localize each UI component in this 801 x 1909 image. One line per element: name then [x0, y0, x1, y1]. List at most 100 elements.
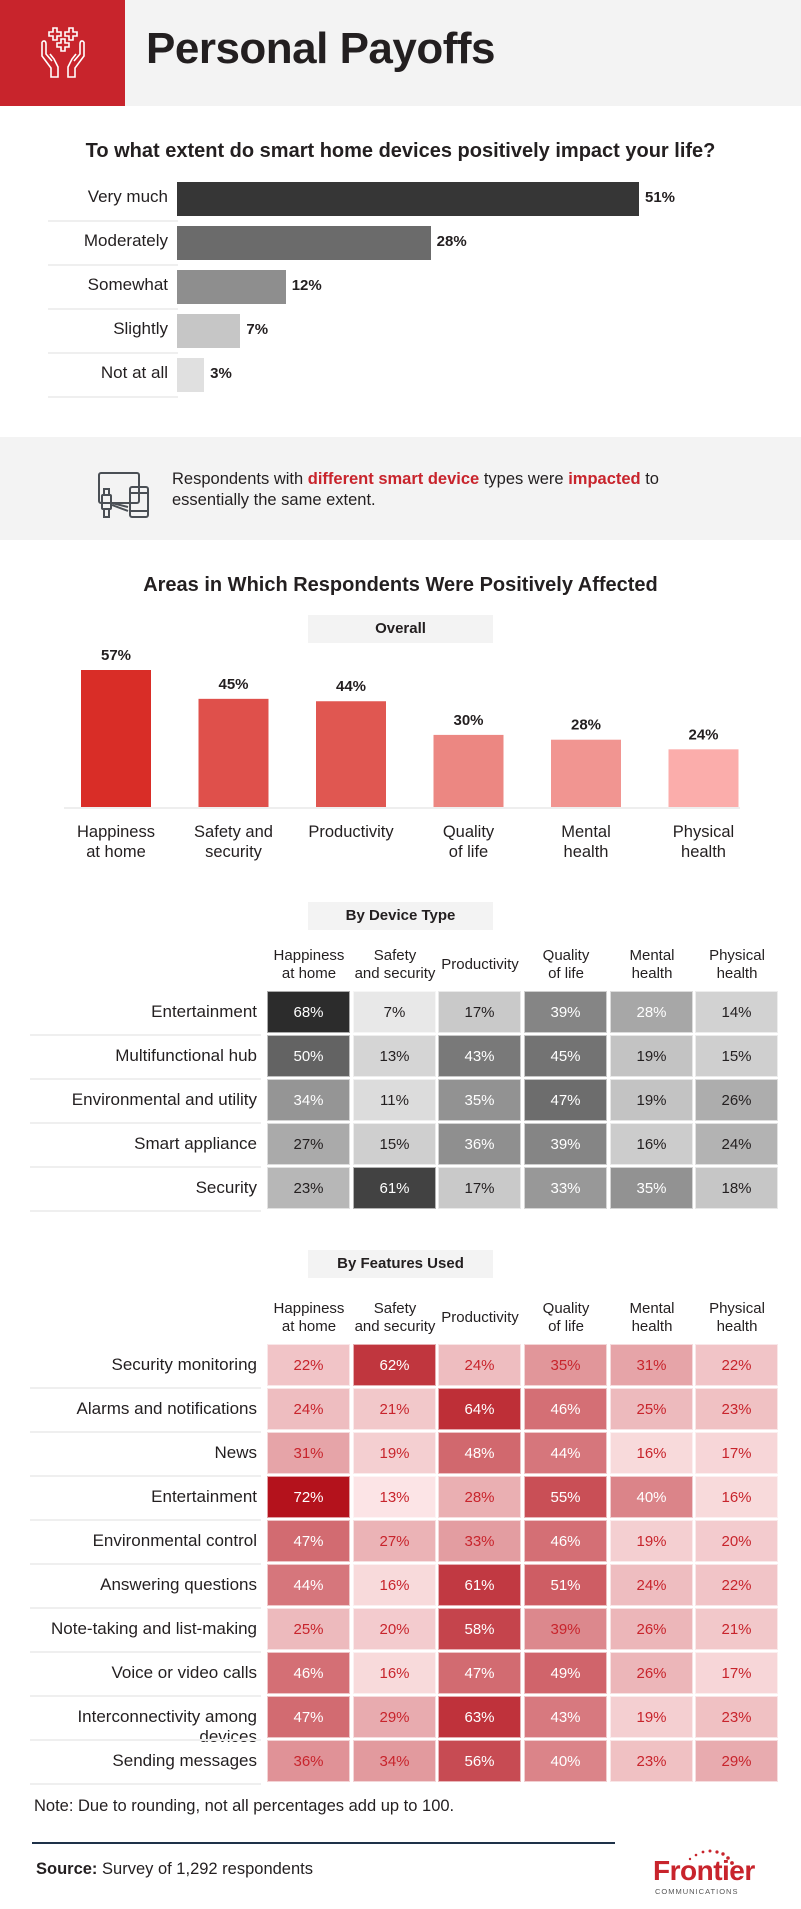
heatmap-cell: 47%	[267, 1520, 350, 1562]
heatmap-cell: 14%	[695, 991, 778, 1033]
heatmap-cell: 31%	[267, 1432, 350, 1474]
heatmap-cell: 68%	[267, 991, 350, 1033]
heatmap-cell: 26%	[610, 1608, 693, 1650]
banner-text-part: to essentially the same extent.	[172, 470, 659, 509]
impact-bar-row: Somewhat 12%	[48, 265, 748, 310]
heatmap-cell: 45%	[524, 1035, 607, 1077]
heatmap-cell: 47%	[267, 1696, 350, 1738]
heatmap-row-divider	[30, 1783, 261, 1785]
heatmap-row-label: Sending messages	[112, 1751, 257, 1770]
bar-category-label: Not at all	[100, 363, 168, 382]
overall-bar	[81, 670, 151, 807]
page-header: Personal Payoffs	[0, 0, 801, 106]
heatmap-cell: 19%	[610, 1520, 693, 1562]
heatmap-cell: 55%	[524, 1476, 607, 1518]
heatmap-cell: 36%	[438, 1123, 521, 1165]
heatmap-cell: 20%	[695, 1520, 778, 1562]
heatmap-row-divider	[30, 1651, 261, 1653]
heatmap-row-label: Interconnectivity among devices	[77, 1707, 257, 1746]
heatmap-cell: 72%	[267, 1476, 350, 1518]
column-header-line: at home	[281, 965, 337, 982]
heatmap-cell: 27%	[267, 1123, 350, 1165]
heatmap-cell: 39%	[524, 991, 607, 1033]
heatmap-cell: 21%	[695, 1608, 778, 1650]
hands-health-icon	[40, 27, 85, 78]
logo-subtitle: COMMUNICATIONS	[655, 1887, 739, 1896]
column-header-line: Safety	[373, 1300, 417, 1317]
heatmap-cell: 40%	[610, 1476, 693, 1518]
column-header-line: and security	[354, 965, 436, 982]
heatmap-row-divider	[30, 1122, 261, 1124]
column-header-line: at home	[281, 1318, 337, 1335]
heatmap-cell: 25%	[610, 1388, 693, 1430]
banner-text: Respondents with different smart device …	[172, 469, 732, 511]
column-header-line: Quality	[542, 1300, 590, 1317]
heatmap-cell: 28%	[438, 1476, 521, 1518]
impact-bar-row: Very much 51%	[48, 177, 748, 222]
heatmap-cell: 16%	[610, 1432, 693, 1474]
heatmap-row-divider	[30, 1739, 261, 1741]
overall-bar	[316, 701, 386, 807]
heatmap-cell: 24%	[438, 1344, 521, 1386]
overall-pill: Overall	[308, 615, 493, 643]
heatmap-cell: 24%	[267, 1388, 350, 1430]
heatmap-cell: 64%	[438, 1388, 521, 1430]
heatmap-cell: 16%	[353, 1564, 436, 1606]
bar-value-label: 7%	[246, 321, 269, 338]
heatmap-cell: 19%	[610, 1035, 693, 1077]
heatmap-cell: 16%	[695, 1476, 778, 1518]
heatmap-cell: 47%	[524, 1079, 607, 1121]
heatmap-cell: 17%	[695, 1432, 778, 1474]
impact-bar	[177, 226, 431, 260]
overall-value-label: 30%	[453, 712, 483, 729]
column-header-line: health	[716, 1318, 758, 1335]
column-header-line: and security	[354, 1318, 436, 1335]
heatmap-cell: 16%	[353, 1652, 436, 1694]
info-banner: Respondents with different smart device …	[0, 437, 801, 540]
heatmap-column-header: Quality of life	[516, 1300, 616, 1336]
impact-bar-row: Moderately 28%	[48, 221, 748, 266]
overall-bar-chart: 57% Happiness at home 45% Safety and security…	[64, 647, 740, 861]
heatmap-cell: 34%	[353, 1740, 436, 1782]
heatmap-row-label: Smart appliance	[134, 1134, 257, 1153]
heatmap-cell: 46%	[267, 1652, 350, 1694]
heatmap-row-divider	[30, 1475, 261, 1477]
impact-question-title: To what extent do smart home devices pos…	[85, 140, 716, 162]
column-header-line: Physical	[709, 1300, 765, 1317]
column-header-line: Mental	[629, 1300, 675, 1317]
heatmap-cell: 22%	[267, 1344, 350, 1386]
heatmap-cell: 15%	[695, 1035, 778, 1077]
heatmap-column-header: Happiness at home	[259, 1300, 359, 1336]
heatmap-cell: 35%	[438, 1079, 521, 1121]
heatmap-row-divider	[30, 1034, 261, 1036]
heatmap-column-header: Productivity	[430, 1309, 530, 1327]
overall-category-label: Safety and	[194, 823, 273, 841]
areas-section-title: Areas in Which Respondents Were Positive…	[143, 574, 658, 596]
heatmap-cell: 25%	[267, 1608, 350, 1650]
bar-category-label: Slightly	[113, 319, 168, 338]
heatmap-column-header: Safety and security	[345, 947, 445, 983]
heatmap-column-header: Productivity	[430, 956, 530, 974]
heatmap-column-header: Mental health	[602, 1300, 702, 1336]
overall-category-label: Happiness	[77, 823, 155, 841]
heatmap-cell: 19%	[610, 1079, 693, 1121]
heatmap-row-divider	[30, 1695, 261, 1697]
heatmap-row-divider	[30, 1210, 261, 1212]
heatmap-cell: 58%	[438, 1608, 521, 1650]
heatmap-cell: 35%	[610, 1167, 693, 1209]
overall-bar	[433, 734, 504, 807]
column-header-line: Mental	[629, 947, 675, 964]
heatmap-cell: 16%	[610, 1123, 693, 1165]
heatmap-column-header: Safety and security	[345, 1300, 445, 1336]
heatmap-cell: 13%	[353, 1035, 436, 1077]
heatmap-cell: 43%	[524, 1696, 607, 1738]
source-text: Source: Survey of 1,292 respondents	[36, 1860, 313, 1879]
rounding-note: Note: Due to rounding, not all percentag…	[34, 1797, 455, 1815]
heatmap-cell: 15%	[353, 1123, 436, 1165]
heatmap-cell: 24%	[610, 1564, 693, 1606]
overall-value-label: 24%	[688, 726, 718, 743]
overall-bar	[198, 698, 269, 807]
heatmap-row-label: Security	[195, 1178, 257, 1197]
heatmap-column-header: Physical health	[687, 1300, 787, 1336]
banner-highlight: impacted	[568, 470, 641, 488]
